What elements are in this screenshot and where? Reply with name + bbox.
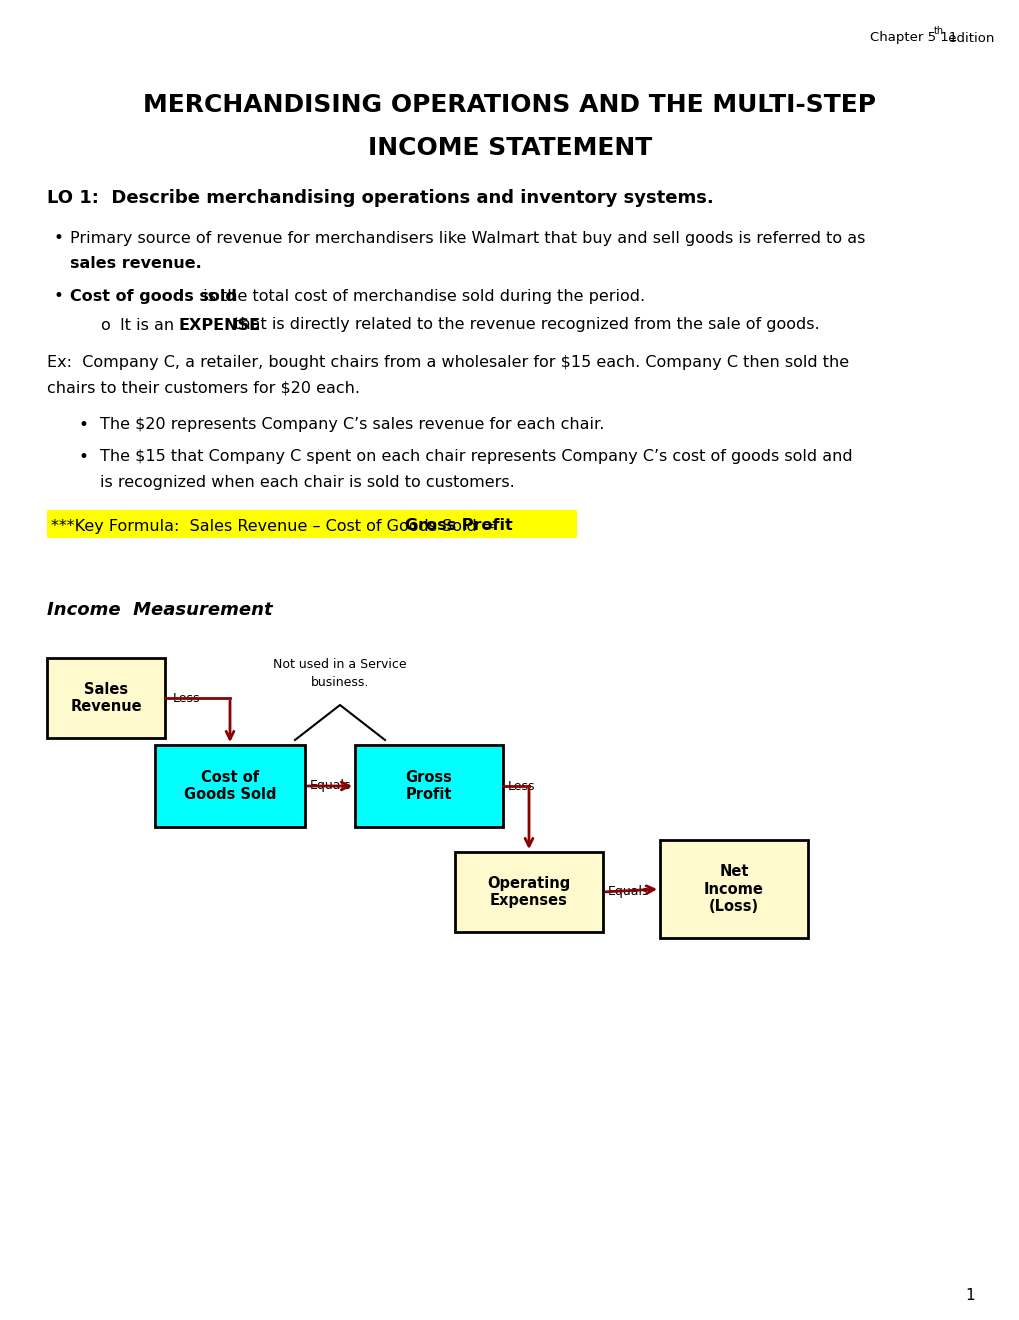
Text: It is an: It is an xyxy=(120,318,179,333)
Text: The $15 that Company C spent on each chair represents Company C’s cost of goods : The $15 that Company C spent on each cha… xyxy=(100,450,852,465)
Text: chairs to their customers for $20 each.: chairs to their customers for $20 each. xyxy=(47,380,360,396)
Text: th: th xyxy=(933,26,944,36)
Text: Not used in a Service: Not used in a Service xyxy=(273,659,407,672)
Text: sales revenue.: sales revenue. xyxy=(70,256,202,271)
Text: 1: 1 xyxy=(964,1287,974,1303)
Text: INCOME STATEMENT: INCOME STATEMENT xyxy=(368,136,651,160)
Text: Income  Measurement: Income Measurement xyxy=(47,601,272,619)
Bar xyxy=(47,510,577,539)
Text: Gross Profit: Gross Profit xyxy=(405,519,512,533)
Bar xyxy=(454,851,602,932)
Text: Cost of goods sold: Cost of goods sold xyxy=(70,289,236,304)
Text: •: • xyxy=(78,416,88,434)
Text: is recognized when each chair is sold to customers.: is recognized when each chair is sold to… xyxy=(100,474,515,490)
Text: Less: Less xyxy=(173,692,201,705)
Text: Equals: Equals xyxy=(310,780,352,792)
Text: Less: Less xyxy=(507,780,535,792)
Text: Net
Income
(Loss): Net Income (Loss) xyxy=(703,865,763,913)
Text: LO 1:  Describe merchandising operations and inventory systems.: LO 1: Describe merchandising operations … xyxy=(47,189,713,207)
Text: Chapter 5 11: Chapter 5 11 xyxy=(869,32,957,45)
Text: ***Key Formula:  Sales Revenue – Cost of Goods Sold =: ***Key Formula: Sales Revenue – Cost of … xyxy=(51,519,500,533)
Text: that is directly related to the revenue recognized from the sale of goods.: that is directly related to the revenue … xyxy=(228,318,818,333)
Text: MERCHANDISING OPERATIONS AND THE MULTI-STEP: MERCHANDISING OPERATIONS AND THE MULTI-S… xyxy=(144,92,875,117)
Bar xyxy=(659,840,807,939)
Text: is the total cost of merchandise sold during the period.: is the total cost of merchandise sold du… xyxy=(198,289,644,304)
Bar xyxy=(355,744,502,828)
Text: •: • xyxy=(53,286,63,305)
Text: •: • xyxy=(53,228,63,247)
Text: Gross
Profit: Gross Profit xyxy=(406,770,452,803)
Bar xyxy=(47,657,165,738)
Text: Operating
Expenses: Operating Expenses xyxy=(487,875,570,908)
Text: business.: business. xyxy=(311,676,369,689)
Text: Primary source of revenue for merchandisers like Walmart that buy and sell goods: Primary source of revenue for merchandis… xyxy=(70,231,864,246)
Text: •: • xyxy=(78,447,88,466)
Text: Cost of
Goods Sold: Cost of Goods Sold xyxy=(183,770,276,803)
Text: Equals: Equals xyxy=(607,886,649,899)
Text: EXPENSE: EXPENSE xyxy=(178,318,261,333)
Text: edition: edition xyxy=(943,32,994,45)
Text: Sales
Revenue: Sales Revenue xyxy=(70,682,142,714)
Text: The $20 represents Company C’s sales revenue for each chair.: The $20 represents Company C’s sales rev… xyxy=(100,417,604,433)
Text: Ex:  Company C, a retailer, bought chairs from a wholesaler for $15 each. Compan: Ex: Company C, a retailer, bought chairs… xyxy=(47,355,848,371)
Text: o: o xyxy=(100,318,110,333)
Bar xyxy=(155,744,305,828)
